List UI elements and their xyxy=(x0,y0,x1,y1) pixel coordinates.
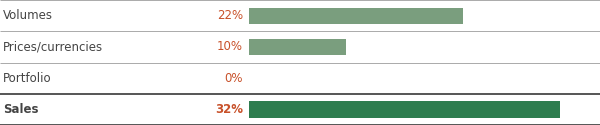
Text: Sales: Sales xyxy=(3,103,38,116)
Text: 0%: 0% xyxy=(224,72,243,85)
Bar xyxy=(249,39,346,55)
Bar xyxy=(249,101,560,117)
Text: 32%: 32% xyxy=(215,103,243,116)
Bar xyxy=(249,8,463,24)
Text: 22%: 22% xyxy=(217,9,243,22)
Text: Prices/currencies: Prices/currencies xyxy=(3,40,103,53)
Text: 10%: 10% xyxy=(217,40,243,53)
Text: Volumes: Volumes xyxy=(3,9,53,22)
Text: Portfolio: Portfolio xyxy=(3,72,52,85)
